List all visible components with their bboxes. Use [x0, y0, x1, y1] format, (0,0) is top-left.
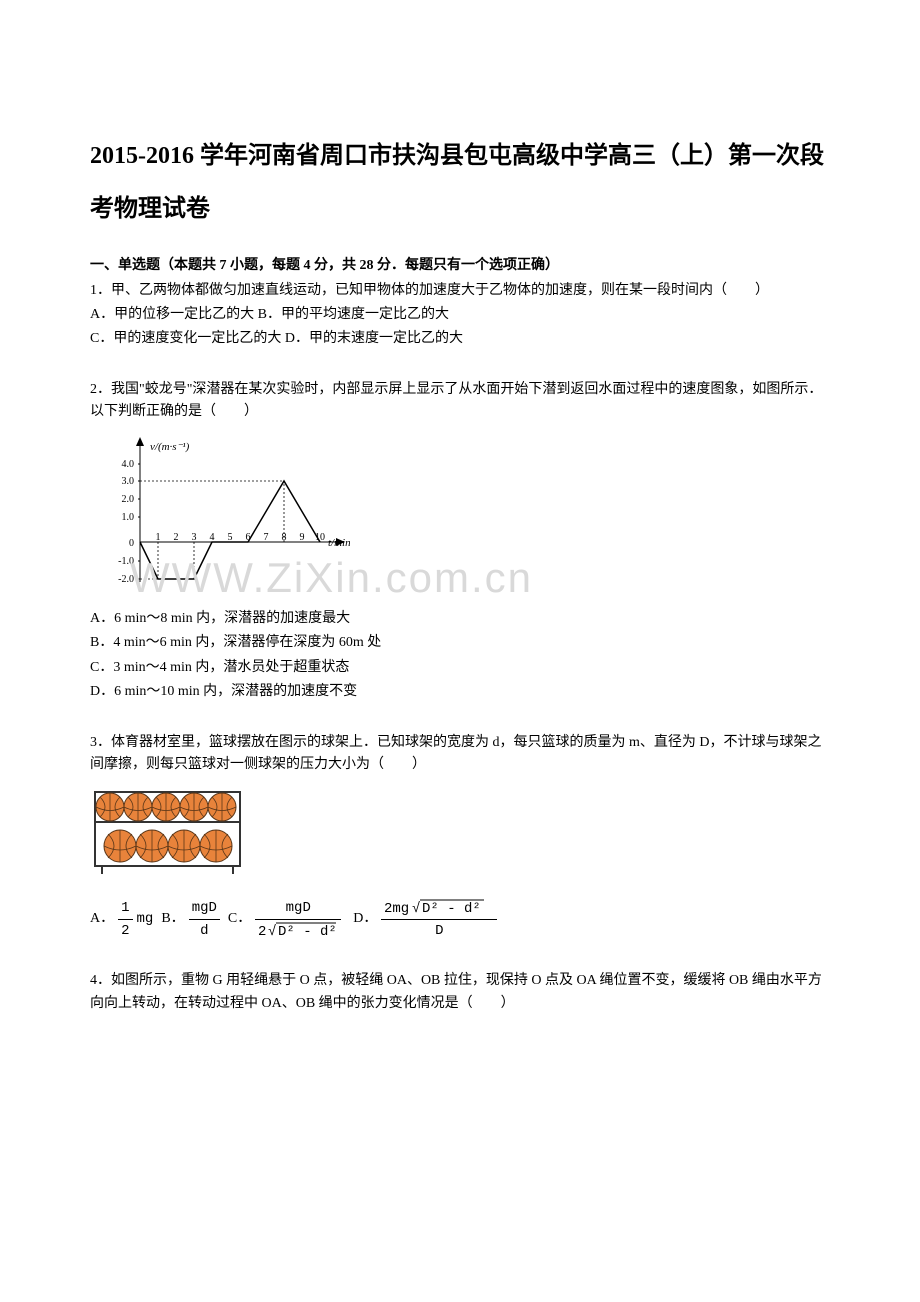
q2-optD: D．6 min～10 min 内，深潜器的加速度不变 — [90, 681, 830, 703]
svg-text:2: 2 — [258, 924, 266, 940]
svg-text:4.0: 4.0 — [122, 459, 135, 470]
q3-optA-prefix: A． — [90, 908, 114, 930]
q3-optB-prefix: B． — [161, 908, 184, 930]
svg-text:√: √ — [412, 901, 420, 917]
question-2: 2．我国"蛟龙号"深潜器在某次实验时，内部显示屏上显示了从水面开始下潜到返回水面… — [90, 379, 830, 704]
question-1: 1．甲、乙两物体都做匀加速直线运动，已知甲物体的加速度大于乙物体的加速度，则在某… — [90, 280, 830, 351]
q3-optC-frac: mgD 2√D² - d² — [255, 897, 341, 943]
q3-text: 3．体育器材室里，篮球摆放在图示的球架上．已知球架的宽度为 d，每只篮球的质量为… — [90, 732, 830, 777]
svg-text:9: 9 — [300, 532, 305, 543]
question-3: 3．体育器材室里，篮球摆放在图示的球架上．已知球架的宽度为 d，每只篮球的质量为… — [90, 732, 830, 943]
velocity-graph-svg: v/(m·s⁻¹) 4.0 3.0 2.0 1.0 0 -1.0 -2.0 1 … — [90, 432, 350, 592]
svg-text:D² - d²: D² - d² — [278, 924, 337, 940]
page-title: 2015-2016 学年河南省周口市扶沟县包屯高级中学高三（上）第一次段考物理试… — [90, 130, 830, 236]
q3-optB-frac: mgDd — [189, 897, 220, 943]
q2-graph: v/(m·s⁻¹) 4.0 3.0 2.0 1.0 0 -1.0 -2.0 1 … — [90, 432, 830, 600]
q1-options-cd: C．甲的速度变化一定比乙的大 D．甲的末速度一定比乙的大 — [90, 328, 830, 350]
svg-text:3.0: 3.0 — [122, 476, 135, 487]
svg-text:1: 1 — [156, 532, 161, 543]
q3-options: A． 12mg B． mgDd C． mgD 2√D² - d² D． 2mg√… — [90, 897, 830, 943]
q1-optB: B．甲的平均速度一定比乙的大 — [258, 307, 449, 322]
ylabel: v/(m·s⁻¹) — [150, 441, 190, 453]
q3-optA-frac: 12 — [118, 897, 132, 943]
q2-text: 2．我国"蛟龙号"深潜器在某次实验时，内部显示屏上显示了从水面开始下潜到返回水面… — [90, 379, 830, 424]
basketball-rack — [90, 784, 830, 882]
svg-text:0: 0 — [129, 538, 134, 549]
q3-optD-frac: 2mg√D² - d² D — [381, 897, 497, 943]
q2-optC: C．3 min～4 min 内，潜水员处于超重状态 — [90, 657, 830, 679]
svg-text:2mg: 2mg — [384, 901, 409, 917]
q2-optA: A．6 min～8 min 内，深潜器的加速度最大 — [90, 608, 830, 630]
q1-optD: D．甲的末速度一定比乙的大 — [285, 331, 463, 346]
svg-text:D² - d²: D² - d² — [422, 901, 481, 917]
svg-text:2.0: 2.0 — [122, 494, 135, 505]
q1-options-ab: A．甲的位移一定比乙的大 B．甲的平均速度一定比乙的大 — [90, 304, 830, 326]
xlabel: t/min — [328, 537, 350, 549]
svg-text:-1.0: -1.0 — [118, 556, 134, 567]
q1-text: 1．甲、乙两物体都做匀加速直线运动，已知甲物体的加速度大于乙物体的加速度，则在某… — [90, 280, 830, 302]
svg-text:-2.0: -2.0 — [118, 574, 134, 585]
q3-optD-prefix: D． — [353, 908, 377, 930]
q3-optA-suffix: mg — [137, 908, 154, 930]
svg-text:3: 3 — [192, 532, 197, 543]
rack-svg — [90, 784, 245, 874]
svg-text:2: 2 — [174, 532, 179, 543]
question-4: 4．如图所示，重物 G 用轻绳悬于 O 点，被轻绳 OA、OB 拉住，现保持 O… — [90, 970, 830, 1015]
section-header: 一、单选题（本题共 7 小题，每题 4 分，共 28 分．每题只有一个选项正确） — [90, 254, 830, 274]
svg-text:√: √ — [268, 924, 276, 940]
q2-optB: B．4 min～6 min 内，深潜器停在深度为 60m 处 — [90, 632, 830, 654]
q1-optC: C．甲的速度变化一定比乙的大 — [90, 331, 281, 346]
q4-text: 4．如图所示，重物 G 用轻绳悬于 O 点，被轻绳 OA、OB 拉住，现保持 O… — [90, 970, 830, 1015]
q3-optC-prefix: C． — [228, 908, 251, 930]
svg-text:7: 7 — [264, 532, 269, 543]
q1-optA: A．甲的位移一定比乙的大 — [90, 307, 254, 322]
svg-text:1.0: 1.0 — [122, 512, 135, 523]
